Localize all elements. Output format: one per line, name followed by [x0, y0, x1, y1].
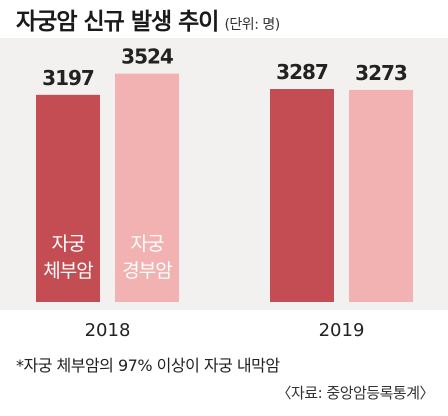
- value-label-2019-series-1: 3287: [276, 60, 328, 84]
- source-note: 〈자료: 중앙암등록통계〉: [276, 384, 434, 402]
- value-label-2018-series-2: 3524: [121, 45, 173, 69]
- category-label-2018: 2018: [85, 320, 131, 341]
- chart-title: 자궁암 신규 발생 추이: [16, 9, 219, 35]
- value-label-2019-series-2: 3273: [355, 61, 407, 85]
- series-label-1-line-1: 자궁: [52, 233, 85, 255]
- bar-2018-series-2: [115, 73, 179, 302]
- unit-label: (단위: 명): [224, 17, 280, 33]
- bar-2018-series-1: [36, 94, 100, 302]
- footnote: *자궁 체부암의 97% 이상이 자궁 내막암: [16, 356, 280, 375]
- chart-header: 자궁암 신규 발생 추이 (단위: 명): [16, 2, 436, 38]
- bar-2019-series-1: [270, 89, 334, 302]
- series-label-1-line-2: 체부암: [43, 260, 93, 282]
- series-label-2-line-1: 자궁: [131, 233, 164, 255]
- category-label-2019: 2019: [319, 320, 365, 341]
- series-label-2-line-2: 경부암: [122, 260, 172, 282]
- value-label-2018-series-1: 3197: [42, 66, 94, 90]
- bar-2019-series-2: [349, 89, 413, 302]
